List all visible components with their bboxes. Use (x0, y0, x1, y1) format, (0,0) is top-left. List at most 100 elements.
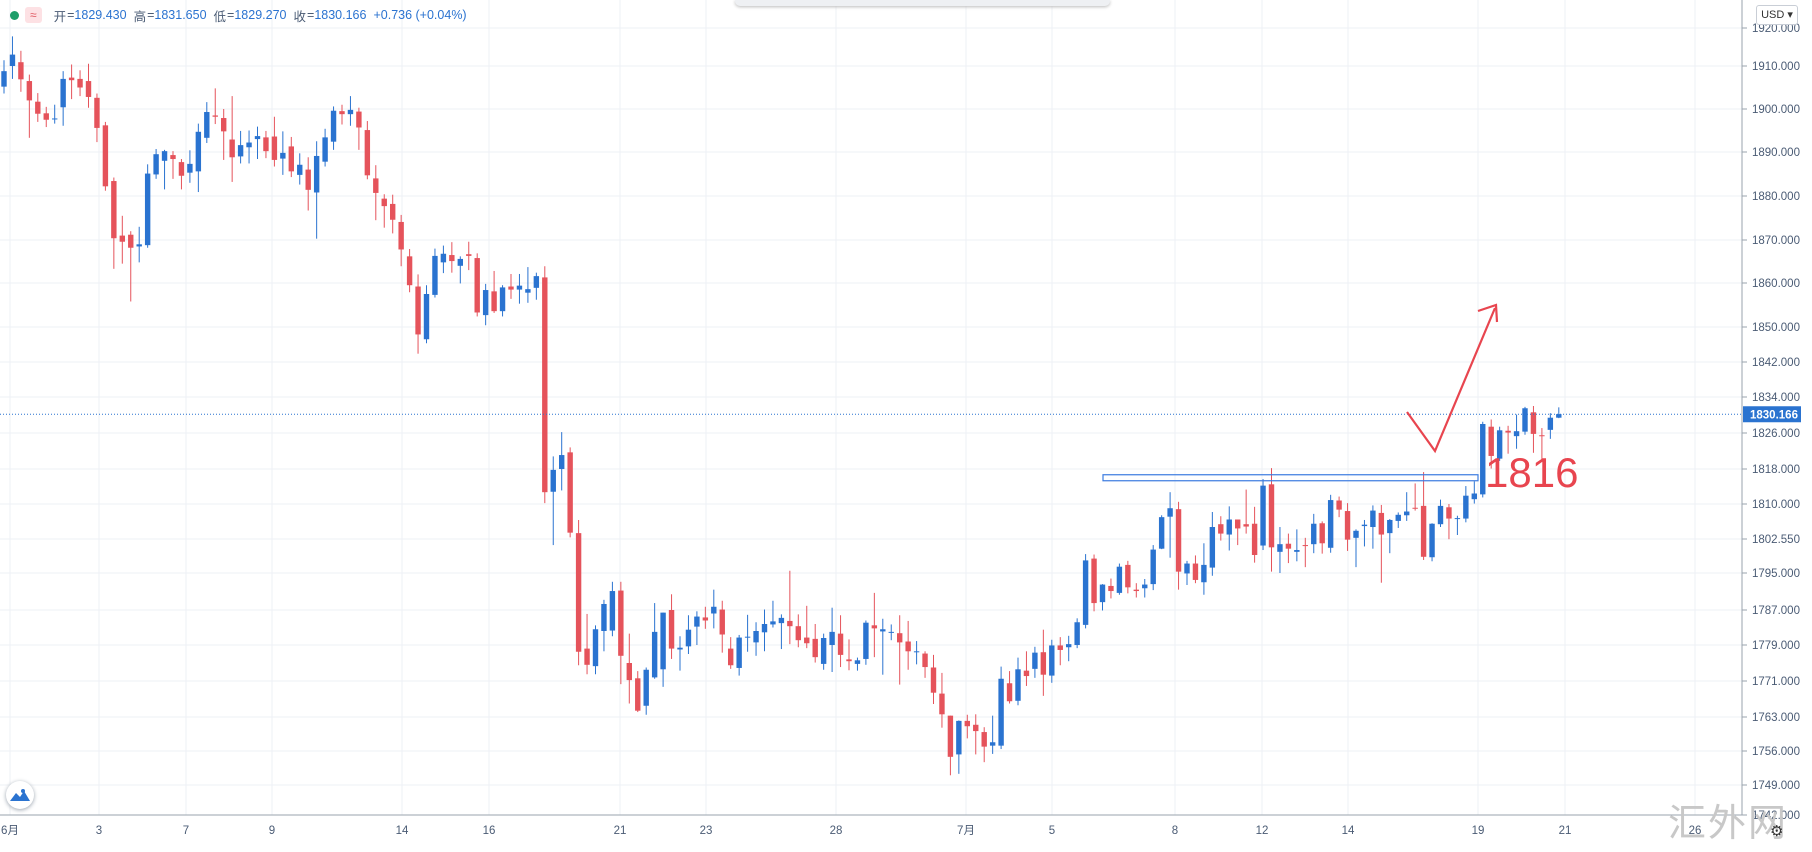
candle-body (254, 136, 261, 140)
candle-body (432, 255, 438, 295)
candle-body (1260, 485, 1266, 546)
candle-body (1395, 514, 1401, 521)
candle-body (1057, 645, 1063, 650)
candle-body (761, 624, 768, 633)
candle-body (694, 616, 700, 627)
candle-body (35, 101, 41, 114)
candle-body (9, 54, 16, 66)
candle-body (347, 109, 354, 115)
currency-selector[interactable]: USD ▾ (1756, 5, 1798, 25)
candle-body (643, 669, 649, 706)
candle-body (1471, 493, 1477, 500)
candle-body (330, 110, 337, 142)
ohlc-legend: ≈ 开 = 1829.430 高 = 1831.650 低 = 1829.270 收 = 183… (6, 5, 467, 25)
candle-body (812, 638, 818, 658)
candle-body (685, 629, 692, 647)
candle-body (26, 81, 33, 101)
candle-body (1437, 505, 1444, 525)
candle-body (1361, 524, 1368, 527)
candle-body (77, 78, 83, 88)
candle-body (930, 667, 937, 693)
arrowhead-icon (1477, 303, 1499, 323)
candle-body (1454, 518, 1461, 520)
candle-body (584, 648, 590, 665)
price-axis[interactable]: 1920.000 1910.000 1900.000 1890.000 1880.000… (1741, 0, 1801, 822)
candle-body (1099, 584, 1106, 603)
candle-body (1539, 435, 1545, 437)
candle-body (922, 653, 928, 668)
candle-body (871, 625, 878, 629)
candle-body (60, 78, 66, 108)
candle-body (1277, 544, 1283, 552)
candle-body (1218, 524, 1224, 534)
y-tick-label: 1850.000 (1752, 322, 1800, 334)
candle-body (651, 631, 658, 678)
candle-body (1404, 511, 1410, 516)
candle-body (829, 631, 835, 645)
tradingview-logo-icon[interactable] (6, 781, 34, 809)
candle-body (778, 617, 785, 624)
candle-body (398, 221, 404, 250)
candle-body (449, 255, 455, 262)
candle-body (1049, 645, 1055, 676)
close-value: 1830.166 (314, 8, 367, 22)
x-tick-label: 19 (1472, 825, 1485, 837)
candle-body (1023, 670, 1030, 677)
candle-body (415, 286, 421, 335)
wave-icon[interactable]: ≈ (25, 7, 42, 23)
x-tick-label: 9 (269, 825, 275, 837)
candle-body (144, 173, 151, 246)
candle-body (863, 622, 869, 659)
y-tick-label: 1860.000 (1752, 278, 1800, 290)
candle-body (973, 724, 979, 732)
candle-body (491, 291, 497, 312)
y-tick-label: 1802.550 (1752, 534, 1800, 546)
candle-body (668, 610, 675, 649)
candle-body (939, 693, 945, 715)
y-tick-label: 1890.000 (1752, 147, 1800, 159)
watermark: 汇外网 (1668, 801, 1789, 845)
last-price-label: 1830.166 (1750, 409, 1798, 421)
y-tick-label: 1756.000 (1752, 746, 1800, 758)
candle-body (313, 155, 320, 193)
candle-body (1302, 545, 1308, 547)
candle-body (423, 294, 430, 340)
candle-body (1336, 500, 1342, 510)
candle-body (1108, 585, 1114, 592)
settings-gear-icon[interactable]: ⚙ (1770, 823, 1784, 840)
candle-body (1015, 669, 1021, 701)
y-tick-label: 1787.000 (1752, 605, 1800, 617)
x-tick-label: 5 (1049, 825, 1055, 837)
x-tick-label: 14 (1342, 825, 1355, 837)
candle-body (381, 198, 387, 207)
candle-body (905, 641, 911, 652)
candle-body (1235, 519, 1241, 529)
candle-body (956, 720, 962, 755)
top-panel-tab[interactable] (735, 0, 1110, 6)
candle-body (508, 286, 514, 290)
drawings (0, 303, 1742, 482)
candle-body (1547, 417, 1554, 430)
candle-body (102, 125, 109, 187)
candle-body (719, 609, 725, 635)
candle-body (1201, 564, 1207, 583)
y-tick-label: 1842.000 (1752, 357, 1800, 369)
candle-body (1412, 507, 1418, 509)
candle-body (390, 203, 396, 220)
candle-body (1066, 644, 1072, 648)
candle-body (280, 152, 286, 159)
x-tick-label: 12 (1256, 825, 1269, 837)
candle-body (1082, 560, 1089, 625)
candle-body (1420, 505, 1427, 557)
candle-body (1226, 519, 1232, 535)
candle-body (1006, 683, 1013, 702)
candle-body (981, 732, 987, 747)
candle-body (1522, 408, 1528, 432)
y-tick-label: 1779.000 (1752, 640, 1800, 652)
candle-body (1091, 558, 1097, 604)
candle-body (288, 146, 294, 172)
time-axis[interactable]: 6月 3 7 9 14 16 21 23 28 7月 5 8 12 14 19 21 26 (0, 814, 1742, 837)
candle-body (1446, 507, 1452, 519)
